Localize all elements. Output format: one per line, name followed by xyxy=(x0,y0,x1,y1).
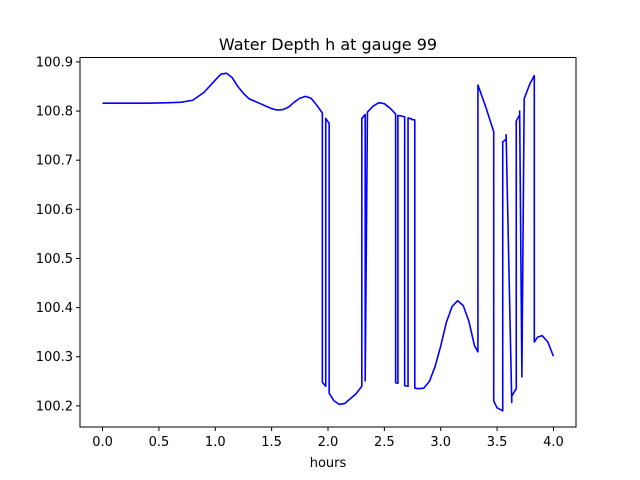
series-line xyxy=(102,72,555,412)
x-tick-label: 0.5 xyxy=(149,435,170,450)
y-tick-label: 100.4 xyxy=(36,301,73,316)
y-tick-label: 100.6 xyxy=(36,203,73,218)
x-tick-label: 3.0 xyxy=(430,435,451,450)
x-tick-label: 0.0 xyxy=(92,435,113,450)
y-tick-label: 100.8 xyxy=(36,105,73,120)
x-tick-label: 2.0 xyxy=(318,435,339,450)
y-tick-label: 100.7 xyxy=(36,154,73,169)
plot-frame xyxy=(79,57,577,428)
x-tick-label: 2.5 xyxy=(374,435,395,450)
x-tick-label: 3.5 xyxy=(487,435,508,450)
x-tick-label: 1.5 xyxy=(261,435,282,450)
y-tick-label: 100.9 xyxy=(36,55,73,70)
y-axis: 100.2 100.3 100.4 100.5 100.6 100.7 100.8 100.9 xyxy=(36,55,80,414)
x-tick-label: 4.0 xyxy=(543,435,564,450)
x-tick-label: 1.0 xyxy=(205,435,226,450)
plot-area xyxy=(102,72,555,412)
y-tick-label: 100.5 xyxy=(36,252,73,267)
chart-title: Water Depth h at gauge 99 xyxy=(219,35,437,54)
y-tick-label: 100.2 xyxy=(36,399,73,414)
x-axis-label: hours xyxy=(310,456,347,471)
y-tick-label: 100.3 xyxy=(36,350,73,365)
x-axis: 0.0 0.5 1.0 1.5 2.0 2.5 3.0 3.5 4.0 xyxy=(92,427,564,450)
